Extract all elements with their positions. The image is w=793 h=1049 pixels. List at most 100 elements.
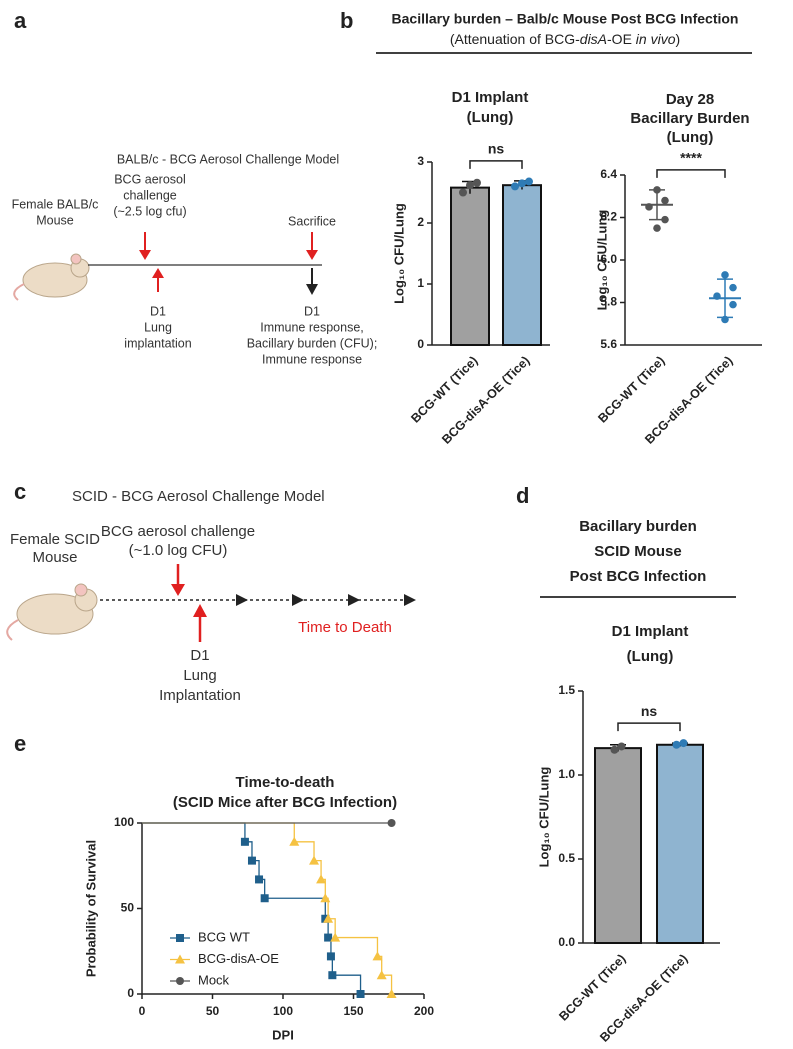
chart-title: Day 28 xyxy=(666,91,714,108)
subtitle-part: in vivo xyxy=(636,31,676,47)
y-tick-label: 1.0 xyxy=(558,767,575,781)
bar xyxy=(450,186,490,346)
data-point xyxy=(511,182,519,191)
subtitle-part: ) xyxy=(675,31,680,47)
chart-title: D1 Implant xyxy=(452,89,529,106)
marker xyxy=(316,874,327,884)
survival-line xyxy=(142,822,393,994)
subtitle-part: -OE xyxy=(607,31,636,47)
significance-bracket xyxy=(617,722,681,732)
diagram-text: Immune response, xyxy=(260,320,364,334)
data-point xyxy=(679,739,688,748)
chart-title: D1 Implant xyxy=(612,623,689,640)
panel-label: d xyxy=(516,483,529,508)
panel-label: b xyxy=(340,8,353,33)
diagram-text: Time to Death xyxy=(298,619,392,636)
data-point xyxy=(653,224,661,232)
marker xyxy=(260,894,269,903)
marker xyxy=(376,970,387,980)
diagram-text: Bacillary burden (CFU); xyxy=(247,336,378,350)
y-axis-label: Probability of Survival xyxy=(83,840,98,977)
significance-label: **** xyxy=(680,150,702,166)
y-tick-label: 0.5 xyxy=(558,851,575,865)
y-tick-label: 100 xyxy=(114,815,134,829)
y-tick-label: 6.0 xyxy=(600,252,617,266)
subtitle-part: disA xyxy=(580,31,607,47)
header-title: Bacillary burden – Balb/c Mouse Post BCG… xyxy=(392,11,739,27)
diagram-text: Mouse xyxy=(36,213,74,227)
diagram-text: D1 xyxy=(150,304,166,318)
data-point xyxy=(473,178,481,187)
chart-title: (Lung) xyxy=(467,109,514,126)
marker xyxy=(387,819,396,827)
legend-label: BCG WT xyxy=(198,929,250,944)
bar xyxy=(502,184,542,346)
data-point xyxy=(661,196,669,205)
data-point xyxy=(721,271,729,279)
y-tick-label: 1.5 xyxy=(558,683,575,697)
sd-bar xyxy=(649,189,665,221)
diagram-title: SCID - BCG Aerosol Challenge Model xyxy=(72,488,325,505)
chart-title: (Lung) xyxy=(667,129,714,146)
diagram-text: Immune response xyxy=(262,352,362,366)
panel-label: e xyxy=(14,731,26,756)
y-axis-label: Log₁₀ CFU/Lung xyxy=(536,767,551,868)
marker xyxy=(330,932,341,942)
diagram-text: D1 xyxy=(304,304,320,318)
data-point xyxy=(459,188,467,197)
y-tick-label: 6.4 xyxy=(600,167,617,181)
x-tick-label: 50 xyxy=(206,1004,220,1018)
y-axis-label: Log₁₀ CFU/Lung xyxy=(391,203,406,304)
marker xyxy=(328,971,337,980)
x-tick-label: BCG-disA-OE (Tice) xyxy=(439,354,532,447)
header-line: Post BCG Infection xyxy=(570,568,707,585)
panel-label: a xyxy=(14,8,27,33)
marker xyxy=(247,856,256,865)
diagram-text: D1 xyxy=(190,647,209,664)
x-tick-label: 150 xyxy=(343,1004,363,1018)
diagram-text: Implantation xyxy=(159,687,241,704)
marker xyxy=(356,990,365,998)
significance-bracket xyxy=(656,169,726,178)
diagram-text: Female SCID xyxy=(10,531,100,548)
marker xyxy=(309,855,320,865)
chart: Day 28 Bacillary Burden (Lung) Log₁₀ CFU/Lu… xyxy=(594,91,762,447)
mouse-icon xyxy=(6,583,98,641)
marker xyxy=(324,933,333,942)
diagram-text: Lung xyxy=(183,667,216,684)
chart-title: (Lung) xyxy=(627,648,674,665)
y-tick-label: 3 xyxy=(417,154,424,168)
panel-label: c xyxy=(14,479,26,504)
x-tick-label: 100 xyxy=(273,1004,293,1018)
marker xyxy=(386,989,397,998)
data-point xyxy=(729,283,737,292)
data-point xyxy=(729,300,737,309)
marker xyxy=(323,913,334,923)
legend-marker xyxy=(176,977,184,985)
bar xyxy=(594,747,642,944)
data-point xyxy=(466,181,474,190)
marker xyxy=(321,914,330,923)
significance-bracket xyxy=(469,160,523,169)
subtitle-part: (Attenuation of BCG- xyxy=(450,31,580,47)
chart: D1 Implant (Lung) Log₁₀ CFU/Lung 0 1 2 3 ns BCG-… xyxy=(391,89,550,447)
legend-label: Mock xyxy=(198,972,230,987)
bar xyxy=(656,743,704,945)
x-axis-label: DPI xyxy=(272,1027,294,1042)
data-point xyxy=(672,740,681,749)
x-tick-label: 0 xyxy=(139,1004,146,1018)
y-axis-label: Log₁₀ CFU/Lung xyxy=(594,210,609,311)
diagram-text: Female BALB/c xyxy=(12,197,99,211)
diagram-text: BCG aerosol xyxy=(114,172,186,186)
legend-label: BCG-disA-OE xyxy=(198,951,279,966)
diagram-a: BALB/c - BCG Aerosol Challenge Model Fem… xyxy=(12,152,378,366)
y-tick-label: 5.8 xyxy=(600,295,617,309)
legend-marker xyxy=(176,934,184,942)
diagram-text: (~2.5 log cfu) xyxy=(113,204,186,218)
x-tick-label: BCG-WT (Tice) xyxy=(595,354,667,426)
chart-title: (SCID Mice after BCG Infection) xyxy=(173,794,397,811)
y-tick-label: 5.6 xyxy=(600,337,617,351)
marker xyxy=(320,893,331,903)
header-line: SCID Mouse xyxy=(594,543,682,560)
